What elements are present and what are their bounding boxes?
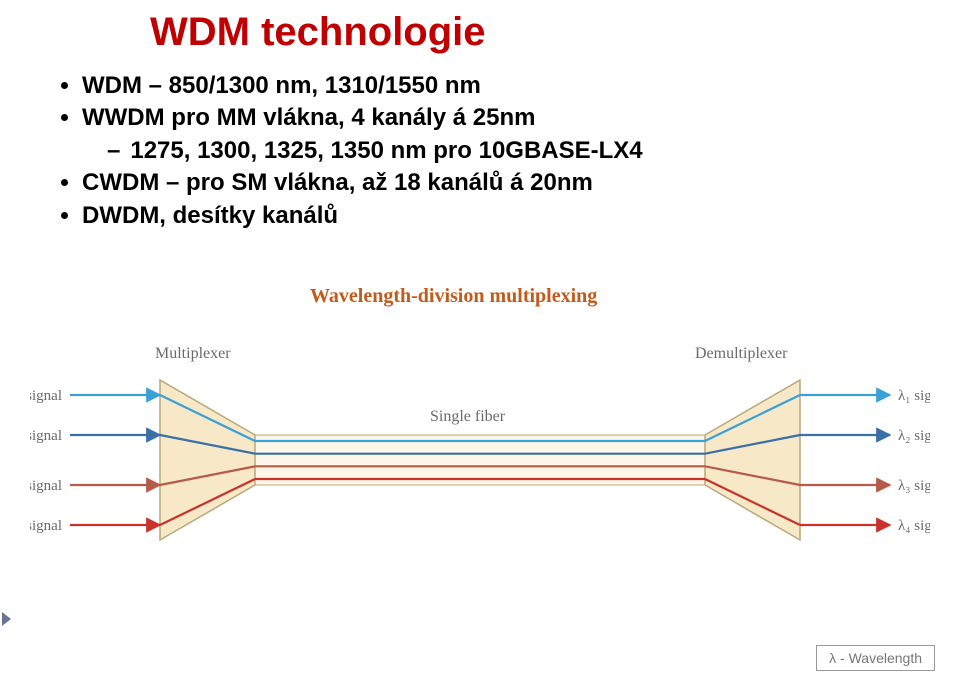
bullet-list: WDM – 850/1300 nm, 1310/1550 nmWWDM pro …: [60, 70, 643, 232]
diagram-svg: λ₁ signal λ₁ signal λ₂ signal λ₂ signal λ₃ s…: [30, 280, 930, 610]
fiber-label: Single fiber: [430, 408, 505, 426]
slide-corner-icon: [2, 612, 11, 626]
demultiplexer-label: Demultiplexer: [695, 345, 787, 363]
svg-text:λ₄ signal: λ₄ signal: [30, 518, 62, 534]
svg-text:λ₄ signal: λ₄ signal: [898, 518, 930, 534]
bullet-item: CWDM – pro SM vlákna, až 18 kanálů á 20n…: [82, 167, 643, 199]
diagram-title: Wavelength-division multiplexing: [310, 285, 597, 308]
bullet-item: DWDM, desítky kanálů: [82, 200, 643, 232]
bullet-sub-item: 1275, 1300, 1325, 1350 nm pro 10GBASE-LX…: [107, 135, 643, 167]
svg-text:λ₂ signal: λ₂ signal: [30, 428, 62, 444]
svg-text:λ₂ signal: λ₂ signal: [898, 428, 930, 444]
bullet-item: WDM – 850/1300 nm, 1310/1550 nm: [82, 70, 643, 102]
multiplexer-label: Multiplexer: [155, 345, 231, 363]
svg-text:λ₃ signal: λ₃ signal: [30, 478, 62, 494]
svg-text:λ₁ signal: λ₁ signal: [30, 388, 62, 404]
svg-text:λ₃ signal: λ₃ signal: [898, 478, 930, 494]
page-title: WDM technologie: [150, 10, 486, 55]
svg-text:λ₁ signal: λ₁ signal: [898, 388, 930, 404]
slide: WDM technologie WDM – 850/1300 nm, 1310/…: [0, 0, 960, 686]
wavelength-legend: λ - Wavelength: [816, 645, 935, 671]
bullet-item: WWDM pro MM vlákna, 4 kanály á 25nm: [82, 102, 643, 134]
wdm-diagram: λ₁ signal λ₁ signal λ₂ signal λ₂ signal λ₃ s…: [30, 280, 930, 650]
